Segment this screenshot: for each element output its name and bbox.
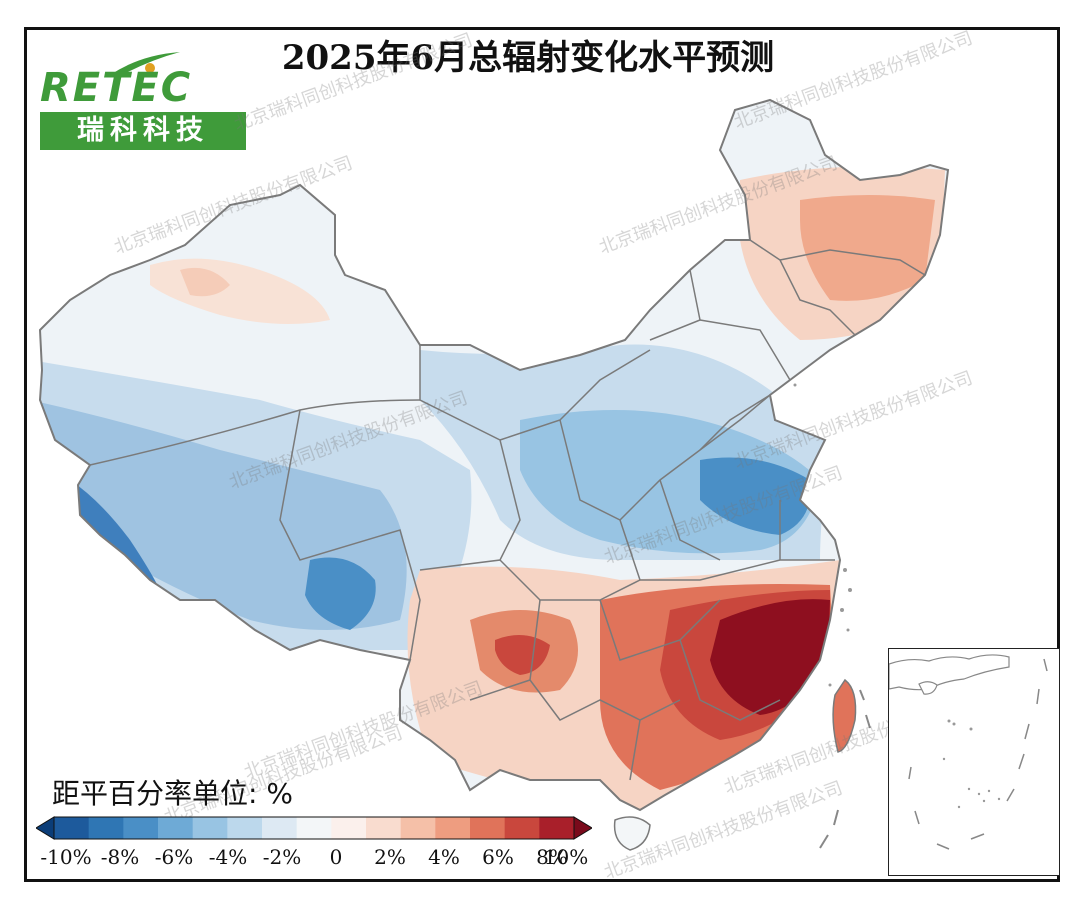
anomaly-xinjiang-pink-core — [180, 267, 230, 297]
legend-unit-label: 距平百分率单位: % — [52, 777, 293, 810]
logo-brand-en: RETEC — [40, 65, 193, 111]
color-bar-tick-label: -8% — [100, 845, 140, 869]
anomaly-sichuan-red-core — [495, 635, 550, 675]
taiwan-island — [832, 678, 857, 753]
color-bar-segment — [262, 817, 298, 839]
color-bar-segment — [88, 817, 124, 839]
color-bar-segment — [192, 817, 228, 839]
color-bar-tick-label: -6% — [154, 845, 194, 869]
color-bar-tick-label: 2% — [374, 845, 406, 869]
color-bar-outline — [53, 816, 575, 840]
color-bar-high-extension — [573, 816, 592, 840]
anomaly-tibet-blue — [305, 557, 376, 630]
color-bar-segment — [504, 817, 540, 839]
color-bar — [36, 816, 592, 840]
color-bar-tick-label: 10% — [543, 845, 589, 869]
color-bar-tick-label: -10% — [40, 845, 92, 869]
color-bar-segment — [435, 817, 471, 839]
color-bar-tick-label: 4% — [428, 845, 460, 869]
maritime-dashes — [819, 689, 871, 849]
logo-brand-cn: 瑞科科技 — [40, 112, 246, 150]
color-bar-segment — [123, 817, 159, 839]
color-bar-tick-label: 8% — [536, 845, 568, 869]
china-border — [38, 98, 950, 812]
retec-logo: RETEC 瑞科科技 — [40, 50, 246, 150]
anomaly-shandong-blue — [700, 457, 811, 535]
color-bar-segment — [470, 817, 506, 839]
color-bar-segment — [227, 817, 263, 839]
anomaly-fujian-deep-red — [710, 599, 830, 715]
color-bar-low-extension — [36, 816, 55, 840]
color-bar-segment — [296, 817, 332, 839]
color-bar-segment — [331, 817, 367, 839]
color-bar-segment — [539, 817, 575, 839]
color-bar-segment — [54, 817, 90, 839]
color-bar-tick-label: -4% — [208, 845, 248, 869]
map-title: 2025年6月总辐射变化水平预测 — [281, 38, 775, 78]
inset-map — [888, 654, 1048, 850]
south-china-sea-inset — [888, 648, 1060, 876]
color-bar-segment — [158, 817, 194, 839]
province-borders — [89, 239, 926, 781]
anomaly-northeast-orange — [800, 195, 935, 301]
color-bar-tick-label: 6% — [482, 845, 514, 869]
logo-leaf-icon — [110, 52, 180, 76]
color-bar-ticks: -10% -8% -6% -4% -2% 0 2% 4% 6% 8% 10% — [36, 845, 592, 869]
color-bar-tick-label: 0 — [329, 845, 343, 869]
anomaly-southwest-blue — [70, 480, 160, 590]
color-bar-segment — [366, 817, 402, 839]
color-bar-tick-label: -2% — [262, 845, 302, 869]
hainan-island — [613, 816, 651, 851]
coastal-islands — [793, 383, 852, 687]
color-bar-segment — [400, 817, 436, 839]
